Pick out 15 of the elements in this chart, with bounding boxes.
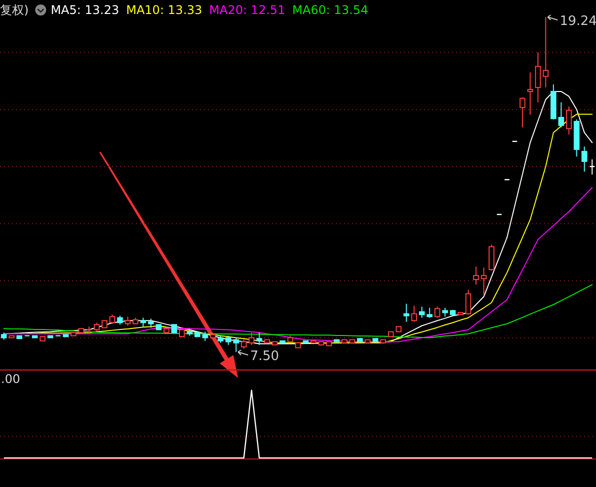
candlestick xyxy=(480,267,487,296)
text: MA5: 13.23 xyxy=(50,3,120,17)
annotation: 7.50 xyxy=(250,349,280,364)
text: MA10: 13.33 xyxy=(126,3,202,17)
candlestick xyxy=(542,16,549,88)
candlestick xyxy=(418,306,425,318)
candlestick xyxy=(581,146,588,172)
chart-title: 复权) xyxy=(0,3,29,17)
candlestick xyxy=(535,52,541,103)
candlestick xyxy=(403,303,410,322)
text: MA60: 13.54 xyxy=(292,3,368,17)
candlestick xyxy=(527,72,534,116)
annotation: 19.24 xyxy=(560,14,596,29)
text: .00 xyxy=(1,372,20,386)
text: MA20: 12.51 xyxy=(209,3,286,17)
